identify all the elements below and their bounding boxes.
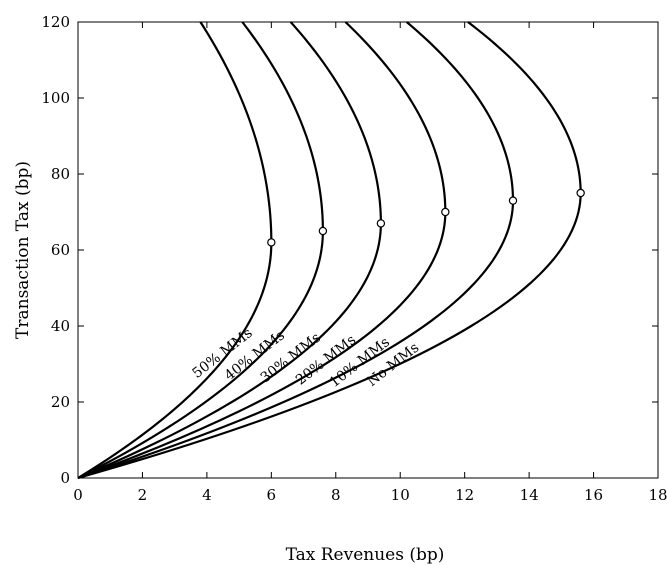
ticks: 0 2 4 6 8 10 12 14 16 18 0 20 40 60 80 100 120 bbox=[41, 13, 667, 504]
series-line bbox=[77, 21, 324, 479]
x-tick-label: 12 bbox=[455, 486, 474, 504]
y-tick-label: 20 bbox=[51, 393, 70, 411]
x-tick-label: 2 bbox=[138, 486, 148, 504]
series-line bbox=[77, 21, 447, 480]
x-tick-label: 10 bbox=[391, 486, 410, 504]
series-line bbox=[77, 21, 382, 480]
y-tick-label: 100 bbox=[41, 89, 70, 107]
plot-frame bbox=[77, 21, 659, 479]
peak-marker bbox=[508, 196, 518, 205]
series-line bbox=[77, 21, 273, 479]
peak-marker bbox=[267, 238, 276, 247]
peak-marker bbox=[318, 226, 328, 236]
x-tick-label: 6 bbox=[267, 486, 277, 504]
y-tick-label: 40 bbox=[51, 317, 70, 335]
plot-area bbox=[77, 21, 659, 479]
x-tick-label: 4 bbox=[202, 486, 212, 504]
x-tick-label: 18 bbox=[648, 486, 667, 504]
x-axis-label: Tax Revenues (bp) bbox=[286, 545, 445, 565]
peak-marker bbox=[576, 188, 585, 198]
x-tick-label: 14 bbox=[520, 486, 539, 504]
series-line bbox=[77, 21, 515, 480]
series-line bbox=[77, 21, 582, 480]
y-tick-label: 120 bbox=[41, 13, 70, 31]
peak-marker bbox=[376, 219, 386, 228]
peak-marker bbox=[441, 207, 450, 217]
y-axis-label: Transaction Tax (bp) bbox=[13, 161, 33, 339]
y-tick-label: 80 bbox=[51, 165, 70, 183]
x-tick-label: 0 bbox=[73, 486, 83, 504]
x-tick-label: 8 bbox=[331, 486, 341, 504]
x-tick-label: 16 bbox=[584, 486, 603, 504]
y-tick-label: 60 bbox=[51, 241, 70, 259]
y-tick-label: 0 bbox=[60, 469, 70, 487]
